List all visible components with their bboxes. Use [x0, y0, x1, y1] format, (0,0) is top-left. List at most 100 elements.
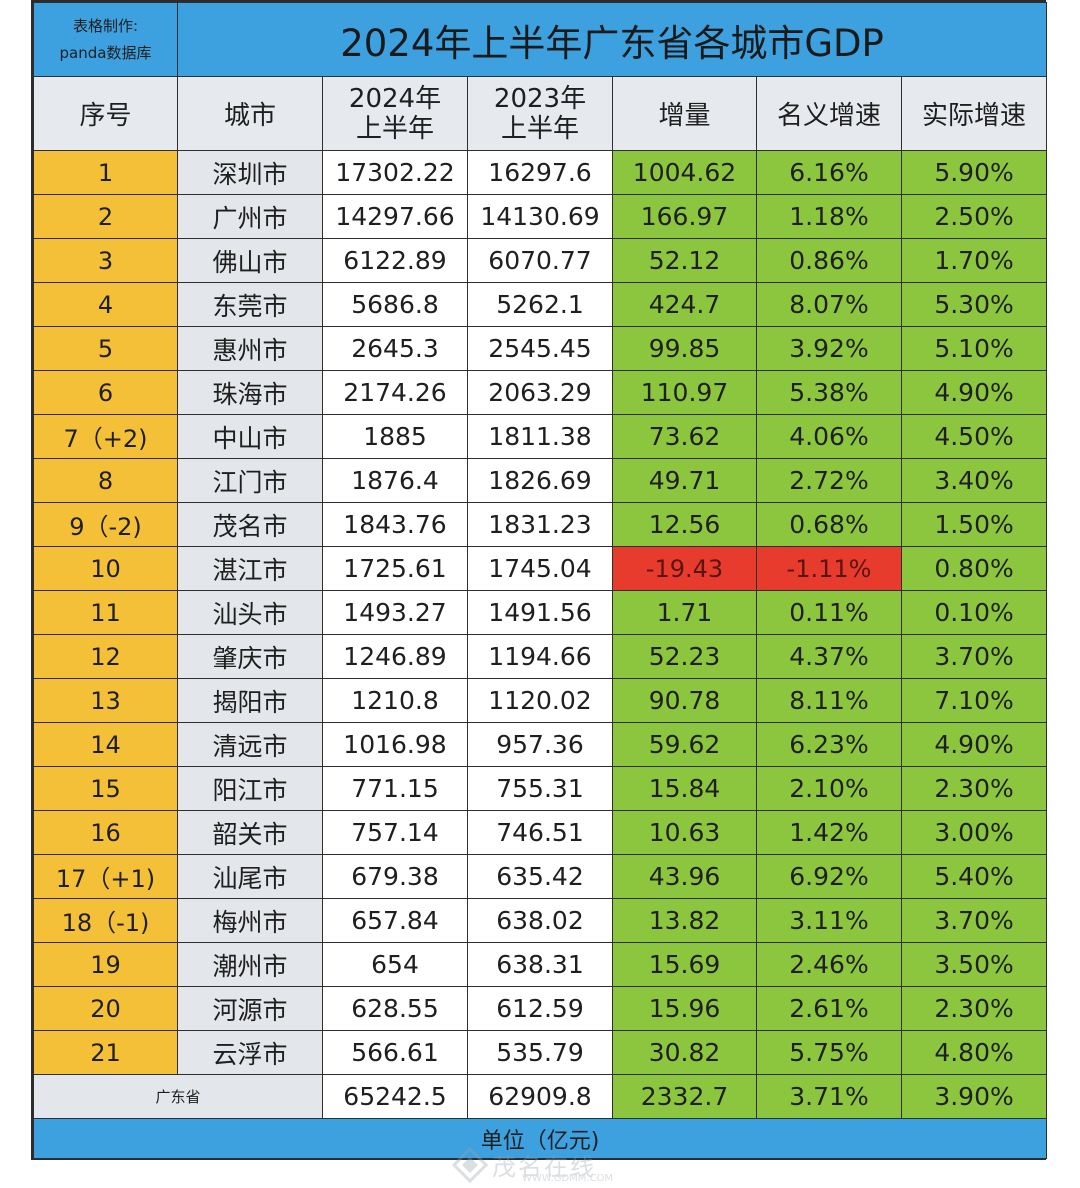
- increase-cell: 110.97: [612, 370, 757, 415]
- gdp-2024-cell: 566.61: [322, 1030, 468, 1075]
- increase-cell: 73.62: [612, 414, 757, 459]
- table-row: 13 揭阳市 1210.8 1120.02 90.78 8.11% 7.10%: [33, 678, 1048, 723]
- nominal-growth-cell: 6.16%: [756, 150, 902, 195]
- gdp-2024-cell: 628.55: [322, 986, 468, 1031]
- city-cell: 河源市: [177, 986, 323, 1031]
- real-growth-cell: 4.90%: [900, 370, 1048, 415]
- table-row: 12 肇庆市 1246.89 1194.66 52.23 4.37% 3.70%: [33, 634, 1048, 679]
- increase-cell: 15.96: [612, 986, 757, 1031]
- gdp-2024-cell: 1725.61: [322, 546, 468, 591]
- real-growth-cell: 4.50%: [900, 414, 1048, 459]
- increase-cell: 166.97: [612, 194, 757, 239]
- real-growth-cell: 4.80%: [900, 1030, 1048, 1075]
- table-row: 18（-1) 梅州市 657.84 638.02 13.82 3.11% 3.70%: [33, 898, 1048, 943]
- gdp-2024-cell: 1876.4: [322, 458, 468, 503]
- increase-cell: 43.96: [612, 854, 757, 899]
- watermark-text: 茂名在线: [492, 1153, 596, 1181]
- gdp-2023-cell: 2545.45: [467, 326, 613, 371]
- increase-cell: 99.85: [612, 326, 757, 371]
- increase-cell: 52.12: [612, 238, 757, 283]
- gdp-2024-cell: 2645.3: [322, 326, 468, 371]
- table-row: 2 广州市 14297.66 14130.69 166.97 1.18% 2.50%: [33, 194, 1048, 239]
- table-row: 16 韶关市 757.14 746.51 10.63 1.42% 3.00%: [33, 810, 1048, 855]
- total-row: 广东省 65242.5 62909.8 2332.7 3.71% 3.90%: [33, 1074, 1048, 1119]
- watermark: 茂名在线 WWW.GDMM.COM: [452, 1145, 652, 1185]
- credit-line2: panda数据库: [59, 43, 152, 62]
- total-gdp-2024: 65242.5: [322, 1074, 468, 1119]
- increase-cell: 15.84: [612, 766, 757, 811]
- real-growth-cell: 5.30%: [900, 282, 1048, 327]
- header-2024-line1: 2024年: [348, 83, 442, 114]
- gdp-2023-cell: 1491.56: [467, 590, 613, 635]
- gdp-2023-cell: 635.42: [467, 854, 613, 899]
- header-2023-line2: 上半年: [500, 113, 579, 144]
- real-growth-cell: 1.50%: [900, 502, 1048, 547]
- total-increase: 2332.7: [612, 1074, 757, 1119]
- city-cell: 湛江市: [177, 546, 323, 591]
- city-cell: 揭阳市: [177, 678, 323, 723]
- footer-row: 单位（亿元): [32, 1118, 1048, 1159]
- gdp-2023-cell: 638.31: [467, 942, 613, 987]
- table-row: 10 湛江市 1725.61 1745.04 -19.43 -1.11% 0.80%: [33, 546, 1048, 591]
- gdp-2024-cell: 657.84: [322, 898, 468, 943]
- gdp-2024-cell: 6122.89: [322, 238, 468, 283]
- real-growth-cell: 1.70%: [900, 238, 1048, 283]
- nominal-growth-cell: 1.18%: [756, 194, 902, 239]
- increase-cell: -19.43: [612, 546, 757, 591]
- rank-cell: 14: [33, 722, 178, 767]
- gdp-2023-cell: 1826.69: [467, 458, 613, 503]
- real-growth-cell: 3.70%: [900, 898, 1048, 943]
- table-row: 9（-2) 茂名市 1843.76 1831.23 12.56 0.68% 1.50%: [33, 502, 1048, 547]
- table-row: 8 江门市 1876.4 1826.69 49.71 2.72% 3.40%: [33, 458, 1048, 503]
- city-cell: 惠州市: [177, 326, 323, 371]
- header-rank: 序号: [33, 76, 178, 151]
- header-2024: 2024年 上半年: [322, 76, 468, 151]
- gdp-2023-cell: 6070.77: [467, 238, 613, 283]
- header-increase: 增量: [612, 76, 757, 151]
- city-cell: 江门市: [177, 458, 323, 503]
- rank-cell: 12: [33, 634, 178, 679]
- increase-cell: 13.82: [612, 898, 757, 943]
- city-cell: 肇庆市: [177, 634, 323, 679]
- credit-cell: 表格制作: panda数据库: [33, 2, 178, 77]
- title-row: 表格制作: panda数据库 2024年上半年广东省各城市GDP: [33, 2, 1048, 77]
- real-growth-cell: 3.00%: [900, 810, 1048, 855]
- total-real-growth: 3.90%: [900, 1074, 1048, 1119]
- table-title: 2024年上半年广东省各城市GDP: [176, 2, 1048, 77]
- real-growth-cell: 3.50%: [900, 942, 1048, 987]
- rank-cell: 11: [33, 590, 178, 635]
- gdp-2024-cell: 679.38: [322, 854, 468, 899]
- total-label: 广东省: [33, 1074, 323, 1119]
- gdp-2024-cell: 1016.98: [322, 722, 468, 767]
- gdp-2024-cell: 1246.89: [322, 634, 468, 679]
- watermark-logo-icon: [452, 1147, 488, 1183]
- city-cell: 东莞市: [177, 282, 323, 327]
- nominal-growth-cell: 2.46%: [756, 942, 902, 987]
- gdp-2024-cell: 5686.8: [322, 282, 468, 327]
- city-cell: 广州市: [177, 194, 323, 239]
- rank-cell: 4: [33, 282, 178, 327]
- increase-cell: 15.69: [612, 942, 757, 987]
- rank-cell: 20: [33, 986, 178, 1031]
- rank-cell: 19: [33, 942, 178, 987]
- real-growth-cell: 3.40%: [900, 458, 1048, 503]
- gdp-2023-cell: 1194.66: [467, 634, 613, 679]
- credit-line1: 表格制作:: [72, 16, 139, 35]
- table-row: 1 深圳市 17302.22 16297.6 1004.62 6.16% 5.90%: [33, 150, 1048, 195]
- rank-cell: 8: [33, 458, 178, 503]
- gdp-2023-cell: 638.02: [467, 898, 613, 943]
- gdp-2023-cell: 957.36: [467, 722, 613, 767]
- nominal-growth-cell: 1.42%: [756, 810, 902, 855]
- table-row: 19 潮州市 654 638.31 15.69 2.46% 3.50%: [33, 942, 1048, 987]
- table-row: 6 珠海市 2174.26 2063.29 110.97 5.38% 4.90%: [33, 370, 1048, 415]
- table-row: 5 惠州市 2645.3 2545.45 99.85 3.92% 5.10%: [33, 326, 1048, 371]
- header-row: 序号 城市 2024年 上半年 2023年 上半年 增量 名义增速 实际增速: [33, 76, 1048, 151]
- header-nominal: 名义增速: [756, 76, 902, 151]
- city-cell: 梅州市: [177, 898, 323, 943]
- nominal-growth-cell: 3.92%: [756, 326, 902, 371]
- rank-cell: 10: [33, 546, 178, 591]
- nominal-growth-cell: 8.07%: [756, 282, 902, 327]
- table-row: 14 清远市 1016.98 957.36 59.62 6.23% 4.90%: [33, 722, 1048, 767]
- gdp-2024-cell: 14297.66: [322, 194, 468, 239]
- gdp-2023-cell: 755.31: [467, 766, 613, 811]
